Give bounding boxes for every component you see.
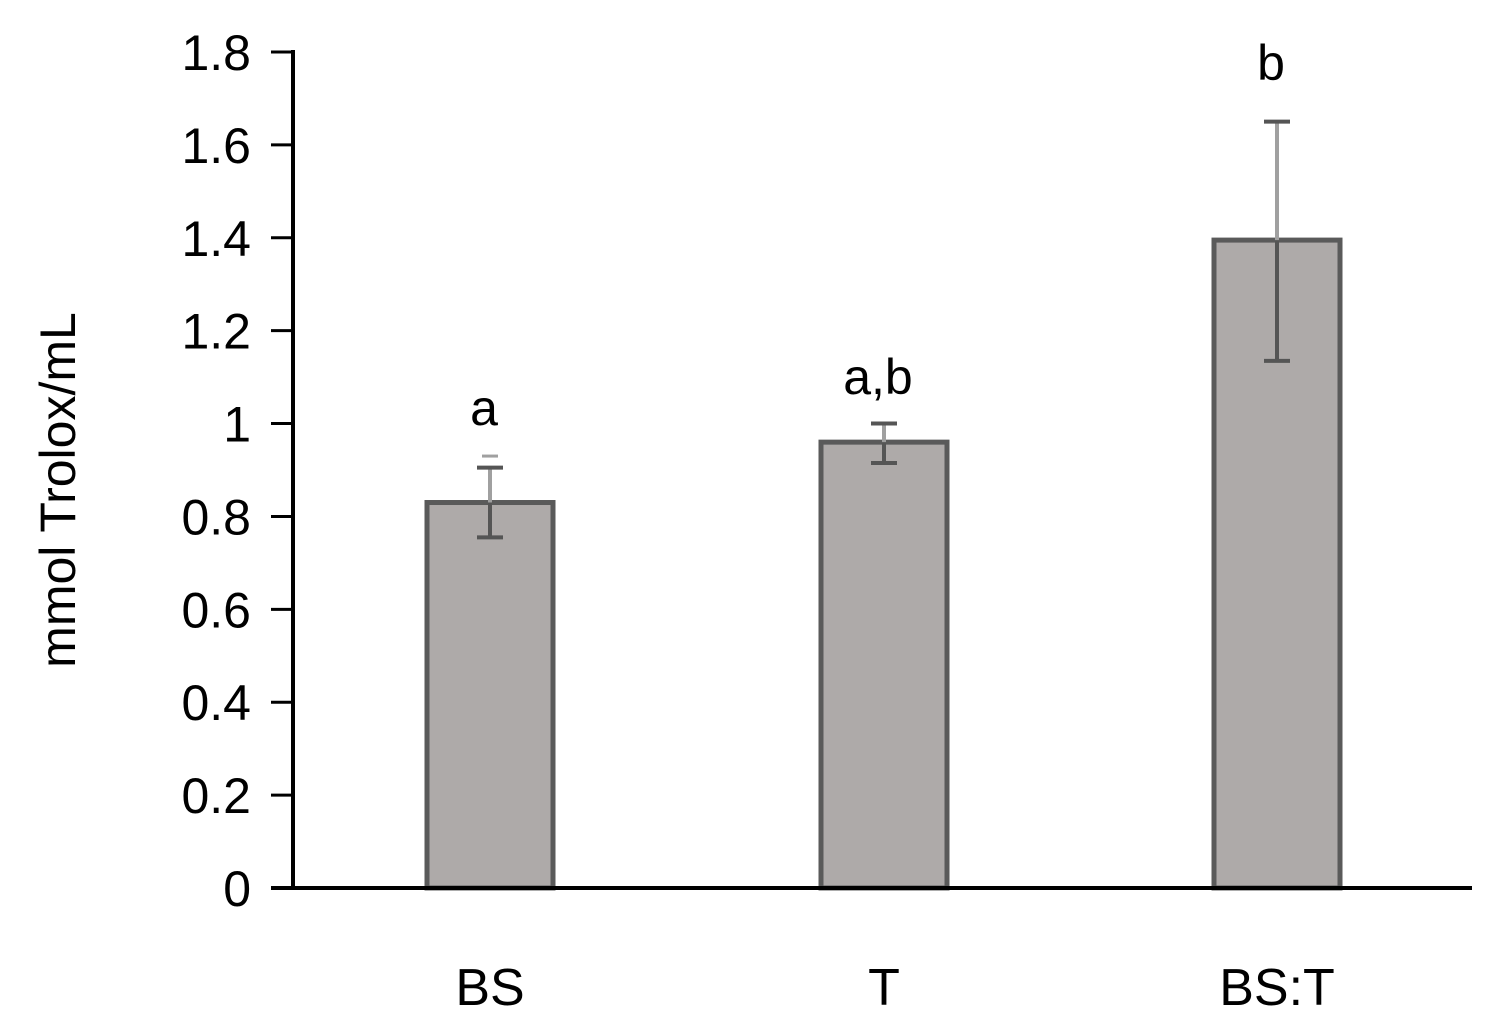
category-labels: BS T BS:T — [455, 959, 1334, 1017]
significance-letter: a,b — [843, 349, 913, 405]
x-category-label: BS — [455, 959, 524, 1017]
axes — [271, 50, 1472, 890]
y-tick-label: 1.2 — [181, 304, 251, 360]
y-tick-label: 0 — [223, 861, 251, 917]
y-tick-label: 1.4 — [181, 211, 251, 267]
x-category-label: T — [868, 959, 900, 1017]
y-tick-label: 1.8 — [181, 25, 251, 81]
y-tick-label: 0.6 — [181, 582, 251, 638]
y-tick-label: 0.4 — [181, 675, 251, 731]
bar-bs — [424, 500, 556, 891]
bar-t — [818, 439, 950, 891]
y-axis-label-group: mmol Trolox/mL — [30, 312, 86, 668]
y-axis-ticks: 0 0.2 0.4 0.6 0.8 1 1.2 1.4 1.6 1.8 — [181, 25, 293, 917]
y-tick-label: 0.2 — [181, 768, 251, 824]
x-category-label: BS:T — [1219, 959, 1335, 1017]
error-bars — [477, 119, 1290, 540]
y-tick-label: 1 — [223, 397, 251, 453]
y-tick-label: 1.6 — [181, 118, 251, 174]
significance-labels: a a,b b — [470, 35, 1285, 436]
y-tick-label: 0.8 — [181, 489, 251, 545]
bars — [424, 237, 1343, 891]
significance-letter: a — [470, 380, 498, 436]
significance-letter: b — [1257, 35, 1285, 91]
y-axis-label: mmol Trolox/mL — [30, 312, 86, 668]
